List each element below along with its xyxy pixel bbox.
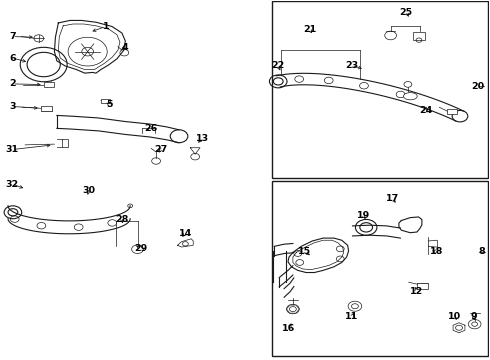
Text: 6: 6 (9, 54, 16, 63)
Text: 11: 11 (345, 312, 358, 321)
Text: 15: 15 (298, 247, 311, 256)
Text: 13: 13 (196, 134, 209, 143)
Text: 19: 19 (357, 211, 370, 220)
Text: 5: 5 (106, 100, 112, 109)
Text: 20: 20 (471, 82, 485, 91)
Text: 16: 16 (282, 324, 295, 333)
Text: 3: 3 (9, 102, 16, 111)
Text: 18: 18 (430, 247, 443, 256)
Text: 31: 31 (6, 145, 19, 154)
Text: 29: 29 (134, 244, 147, 253)
Bar (272, 181, 489, 356)
Bar (101, 99, 110, 103)
Bar (272, 1, 489, 178)
Bar (41, 106, 52, 111)
Text: 1: 1 (102, 22, 109, 31)
Text: 27: 27 (154, 145, 168, 154)
Text: 32: 32 (6, 180, 19, 189)
Ellipse shape (403, 93, 417, 100)
Text: 17: 17 (386, 194, 399, 203)
Text: 12: 12 (410, 287, 424, 296)
Text: 7: 7 (9, 32, 16, 41)
Bar (417, 283, 428, 289)
Bar (44, 82, 54, 87)
Text: 9: 9 (470, 312, 477, 321)
Text: 22: 22 (271, 61, 284, 70)
Text: 26: 26 (145, 123, 158, 132)
Text: 8: 8 (479, 247, 486, 256)
Text: 10: 10 (447, 312, 461, 321)
Text: 23: 23 (345, 61, 358, 70)
Text: 14: 14 (179, 229, 192, 238)
Text: 25: 25 (400, 8, 413, 17)
Polygon shape (287, 305, 299, 313)
Text: 21: 21 (303, 25, 316, 34)
Bar (447, 109, 457, 114)
Text: 2: 2 (9, 80, 16, 89)
Text: 28: 28 (115, 215, 128, 224)
Text: 4: 4 (122, 43, 128, 52)
Text: 24: 24 (419, 105, 432, 114)
Bar (413, 32, 425, 40)
Text: 30: 30 (82, 185, 95, 194)
